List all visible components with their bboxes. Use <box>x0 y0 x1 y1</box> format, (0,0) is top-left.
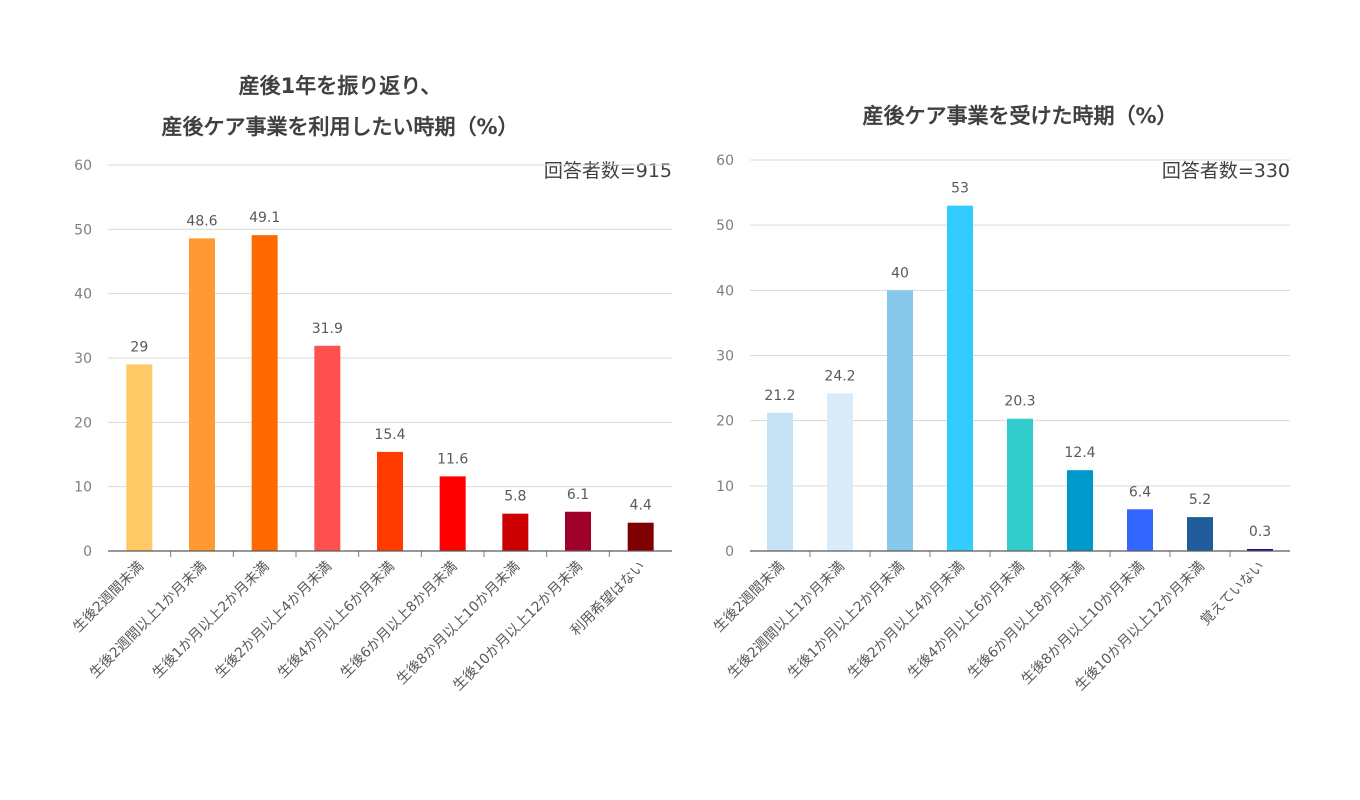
data-label: 4.4 <box>630 498 652 514</box>
y-tick-label: 60 <box>716 153 734 169</box>
data-label: 40 <box>891 265 909 281</box>
bar <box>947 205 973 551</box>
category-label: 生後10か月以上12か月未満 <box>450 559 586 695</box>
data-label: 29 <box>130 339 148 355</box>
bar <box>827 393 853 551</box>
category-label: 生後2週間以上1か月未満 <box>725 559 848 682</box>
y-tick-label: 20 <box>74 415 92 431</box>
data-label: 48.6 <box>186 213 217 229</box>
bar <box>767 412 793 551</box>
bar <box>1187 517 1213 551</box>
category-label: 生後2か月以上4か月未満 <box>212 559 335 682</box>
data-label: 0.3 <box>1249 524 1271 540</box>
category-label: 覚えていない <box>1198 559 1268 629</box>
data-label: 21.2 <box>764 388 795 404</box>
bar <box>565 511 591 551</box>
data-label: 6.4 <box>1129 484 1151 500</box>
category-label: 生後6か月以上8か月未満 <box>338 559 461 682</box>
data-label: 15.4 <box>374 427 405 443</box>
y-tick-label: 10 <box>74 480 92 496</box>
bar <box>502 513 529 551</box>
category-label: 生後2週間以上1か月未満 <box>87 559 210 682</box>
bar <box>1067 470 1093 551</box>
y-tick-label: 10 <box>716 479 734 495</box>
bar <box>627 522 654 551</box>
data-label: 5.2 <box>1189 492 1211 508</box>
bar <box>1127 509 1153 551</box>
y-tick-label: 50 <box>74 222 92 238</box>
respondent-count: 回答者数=330 <box>1161 160 1290 182</box>
chart-panel-right: 産後ケア事業を受けた時期（%） 回答者数=330 0 10 20 30 40 50 60 21… <box>680 0 1360 800</box>
data-label: 5.8 <box>504 489 526 505</box>
bar <box>126 364 153 551</box>
bar <box>189 238 215 551</box>
y-tick-label: 0 <box>83 544 92 560</box>
bar-chart-left: 010203040506029生後2週間未満48.6生後2週間以上1か月未満49… <box>70 158 672 695</box>
category-label: 生後4か月以上6か月未満 <box>905 559 1028 682</box>
y-tick-label: 60 <box>74 158 92 174</box>
y-tick-label: 0 <box>725 544 734 560</box>
bar <box>439 476 466 551</box>
y-tick-label: 30 <box>716 349 734 365</box>
data-label: 6.1 <box>567 487 589 503</box>
category-label: 生後1か月以上2か月未満 <box>785 559 908 682</box>
bar-chart-right: 010203040506021.2生後2週間未満24.2生後2週間以上1か月未満… <box>711 153 1290 695</box>
chart-title-line-2: 産後ケア事業を利用したい時期（%） <box>161 115 519 139</box>
bar <box>377 451 403 551</box>
y-tick-label: 40 <box>716 283 734 299</box>
y-tick-label: 30 <box>74 351 92 367</box>
data-label: 11.6 <box>437 451 468 467</box>
category-label: 生後1か月以上2か月未満 <box>150 559 273 682</box>
bar <box>314 345 341 551</box>
data-label: 12.4 <box>1064 445 1095 461</box>
category-label: 生後2か月以上4か月未満 <box>845 559 968 682</box>
data-label: 53 <box>951 181 969 197</box>
y-tick-label: 20 <box>716 414 734 430</box>
category-label: 生後8か月以上10か月未満 <box>394 559 523 688</box>
bar <box>1247 549 1273 551</box>
bar <box>251 235 278 551</box>
category-label: 生後4か月以上6か月未満 <box>275 559 398 682</box>
category-label: 生後8か月以上10か月未満 <box>1019 559 1148 688</box>
chart-title: 産後ケア事業を受けた時期（%） <box>862 104 1178 128</box>
y-tick-label: 40 <box>74 287 92 303</box>
category-label: 生後10か月以上12か月未満 <box>1072 559 1208 695</box>
y-tick-label: 50 <box>716 218 734 234</box>
data-label: 31.9 <box>312 321 343 337</box>
data-label: 20.3 <box>1004 394 1035 410</box>
category-label: 生後6か月以上8か月未満 <box>965 559 1088 682</box>
data-label: 49.1 <box>249 210 280 226</box>
bar <box>887 290 913 551</box>
bar <box>1007 418 1033 551</box>
chart-title-line-1: 産後1年を振り返り、 <box>238 74 442 98</box>
data-label: 24.2 <box>824 368 855 384</box>
